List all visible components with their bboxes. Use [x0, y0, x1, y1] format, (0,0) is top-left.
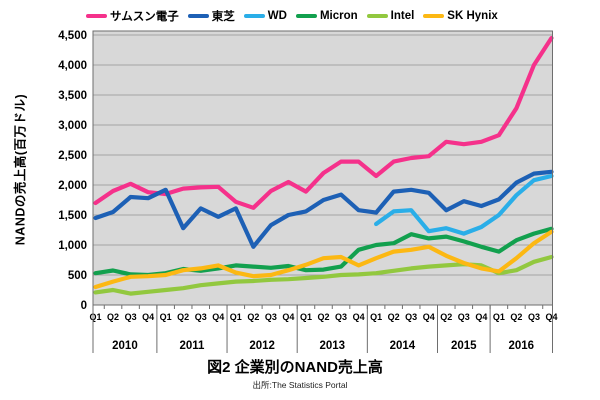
legend-swatch-micron: [295, 14, 317, 18]
legend-swatch-samsung: [86, 14, 107, 18]
year-label: 2012: [249, 340, 275, 352]
legend-label-samsung: サムスン電子: [110, 11, 179, 23]
series-line-samsung: [93, 35, 554, 210]
year-label: 2016: [509, 340, 535, 352]
chart-legend: サムスン電子 東芝 WD Micron Intel SK Hynix: [86, 8, 498, 24]
chart-title: 図2 企業別のNAND売上高: [207, 359, 383, 376]
x-tick-label: Q3: [125, 312, 137, 322]
legend-swatch-wd: [243, 14, 265, 18]
x-tick-label: Q1: [160, 312, 172, 322]
y-tick-label: 500: [68, 270, 87, 282]
year-label: 2015: [451, 340, 477, 352]
x-tick-label: Q4: [475, 312, 487, 322]
x-tick-label: Q2: [177, 312, 189, 322]
x-tick-label: Q2: [107, 312, 119, 322]
x-tick-label: Q4: [545, 312, 557, 322]
x-tick-label: Q3: [335, 312, 347, 322]
x-tick-label: Q4: [353, 312, 365, 322]
x-tick-label: Q2: [510, 312, 522, 322]
legend-label-wd: WD: [267, 10, 287, 22]
y-axis-title: NANDの売上高(百万ドル): [13, 93, 28, 246]
y-tick-label: 3,500: [58, 90, 87, 102]
legend-label-toshiba: 東芝: [211, 11, 235, 23]
x-tick-label: Q2: [440, 312, 452, 322]
x-tick-label: Q4: [423, 312, 435, 322]
y-tick-label: 0: [81, 300, 87, 312]
y-tick-label: 4,500: [58, 30, 87, 42]
legend-label-intel: Intel: [390, 10, 415, 22]
x-tick-label: Q4: [142, 312, 154, 322]
legend-label-skhynix: SK Hynix: [447, 10, 498, 22]
source-caption: 出所:The Statistics Portal: [252, 380, 348, 390]
series-line-skhynix: [93, 229, 554, 290]
plot-border: [92, 30, 553, 306]
year-label: 2011: [179, 340, 205, 352]
series-line-toshiba: [93, 169, 554, 249]
legend-item-skhynix: SK Hynix: [423, 10, 498, 22]
y-tick-label: 3,000: [58, 120, 87, 132]
x-tick-label: Q4: [212, 312, 224, 322]
x-tick-label: Q1: [300, 312, 312, 322]
x-tick-label: Q1: [493, 312, 505, 322]
y-tick-label: 1,500: [58, 210, 87, 222]
y-tick-label: 2,500: [58, 150, 87, 162]
legend-swatch-skhynix: [423, 14, 445, 18]
x-tick-label: Q3: [265, 312, 277, 322]
y-tick-label: 1,000: [58, 240, 87, 252]
x-tick-label: Q3: [405, 312, 417, 322]
legend-item-intel: Intel: [366, 10, 415, 22]
legend-item-wd: WD: [243, 10, 287, 22]
year-label: 2013: [319, 340, 345, 352]
x-tick-label: Q2: [388, 312, 400, 322]
x-tick-label: Q1: [370, 312, 382, 322]
legend-item-samsung: サムスン電子: [86, 8, 179, 24]
legend-label-micron: Micron: [319, 10, 358, 22]
x-tick-label: Q3: [528, 312, 540, 322]
x-tick-label: Q1: [230, 312, 242, 322]
plot-area: [93, 31, 553, 305]
x-tick-label: Q3: [195, 312, 207, 322]
x-tick-label: Q4: [282, 312, 294, 322]
legend-item-micron: Micron: [295, 10, 358, 22]
y-tick-label: 4,000: [58, 60, 87, 72]
year-label: 2010: [112, 340, 138, 352]
y-tick-label: 2,000: [58, 180, 87, 192]
x-tick-label: Q3: [458, 312, 470, 322]
legend-swatch-toshiba: [187, 14, 209, 18]
legend-swatch-intel: [366, 14, 388, 18]
series-line-wd: [374, 173, 554, 236]
x-tick-label: Q2: [317, 312, 329, 322]
legend-item-toshiba: 東芝: [187, 8, 235, 24]
x-tick-label: Q1: [89, 312, 101, 322]
year-label: 2014: [390, 340, 416, 352]
x-tick-label: Q2: [247, 312, 259, 322]
